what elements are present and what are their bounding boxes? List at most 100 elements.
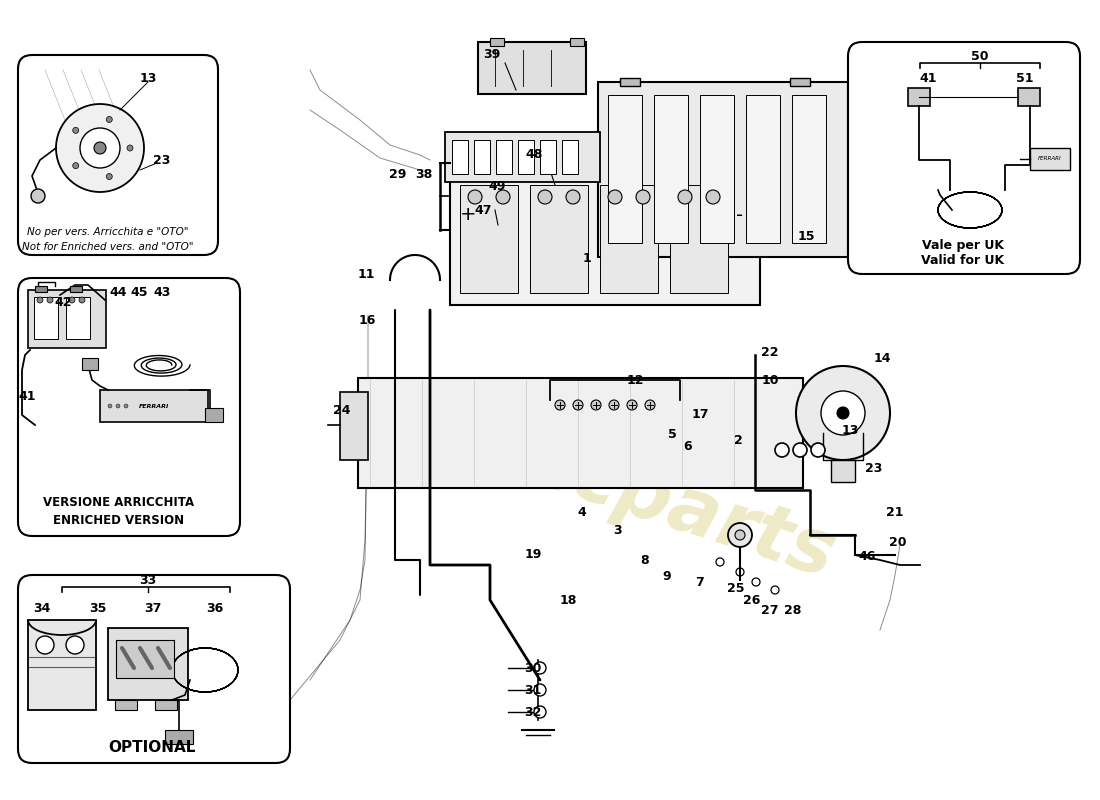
Text: Not for Enriched vers. and "OTO": Not for Enriched vers. and "OTO"	[22, 242, 194, 252]
Circle shape	[66, 636, 84, 654]
Text: 41: 41	[920, 71, 937, 85]
Text: classicparts: classicparts	[336, 366, 845, 594]
Circle shape	[728, 523, 752, 547]
Circle shape	[56, 104, 144, 192]
Circle shape	[47, 297, 53, 303]
Text: Vale per UK: Vale per UK	[922, 238, 1004, 251]
Bar	[608, 95, 642, 243]
Text: 13: 13	[842, 423, 859, 437]
Text: 36: 36	[207, 602, 223, 614]
Bar	[358, 378, 803, 488]
Bar	[670, 185, 728, 293]
Bar	[654, 95, 688, 243]
Bar	[34, 297, 58, 339]
Circle shape	[645, 400, 654, 410]
Circle shape	[94, 142, 106, 154]
Text: 34: 34	[33, 602, 51, 614]
Text: 43: 43	[153, 286, 170, 299]
Text: Valid for UK: Valid for UK	[922, 254, 1004, 266]
Circle shape	[69, 297, 75, 303]
Bar	[82, 358, 98, 370]
Circle shape	[796, 366, 890, 460]
Text: 7: 7	[695, 577, 704, 590]
Bar	[620, 78, 640, 86]
Bar	[165, 730, 192, 744]
Circle shape	[534, 684, 546, 696]
Circle shape	[736, 568, 744, 576]
Circle shape	[591, 400, 601, 410]
Text: 27: 27	[761, 603, 779, 617]
Bar	[562, 140, 578, 174]
Text: 35: 35	[89, 602, 107, 614]
Text: 29: 29	[389, 169, 407, 182]
Text: 12: 12	[626, 374, 644, 386]
Circle shape	[126, 145, 133, 151]
FancyBboxPatch shape	[18, 575, 290, 763]
Circle shape	[534, 706, 546, 718]
Text: 18: 18	[559, 594, 576, 606]
Text: 30: 30	[525, 662, 541, 674]
Bar	[792, 95, 826, 243]
Bar	[478, 42, 586, 94]
Text: 48: 48	[526, 149, 542, 162]
Text: 47: 47	[474, 203, 492, 217]
Text: 21: 21	[887, 506, 904, 518]
Bar	[600, 185, 658, 293]
Text: 5: 5	[668, 429, 676, 442]
Text: 41: 41	[19, 390, 35, 403]
Bar	[70, 286, 82, 292]
Text: 49: 49	[488, 181, 506, 194]
Text: 25: 25	[727, 582, 745, 594]
Circle shape	[79, 297, 85, 303]
Circle shape	[771, 586, 779, 594]
Circle shape	[776, 443, 789, 457]
Text: OPTIONAL: OPTIONAL	[108, 741, 196, 755]
Bar	[598, 82, 848, 257]
Circle shape	[107, 117, 112, 122]
Text: 31: 31	[525, 683, 541, 697]
Circle shape	[636, 190, 650, 204]
Circle shape	[496, 190, 510, 204]
Text: 16: 16	[359, 314, 376, 326]
Bar	[452, 140, 468, 174]
FancyBboxPatch shape	[848, 42, 1080, 274]
Circle shape	[107, 174, 112, 179]
Circle shape	[821, 391, 865, 435]
Bar	[790, 78, 810, 86]
Text: 13: 13	[140, 71, 156, 85]
Bar	[35, 286, 47, 292]
Bar	[28, 290, 106, 348]
Text: 20: 20	[889, 537, 906, 550]
Text: 8: 8	[640, 554, 649, 566]
Text: 42: 42	[54, 295, 72, 309]
Circle shape	[609, 400, 619, 410]
Text: 33: 33	[140, 574, 156, 586]
Bar	[540, 140, 556, 174]
Bar	[205, 408, 223, 422]
Circle shape	[752, 578, 760, 586]
Text: VERSIONE ARRICCHITA: VERSIONE ARRICCHITA	[43, 497, 195, 510]
Text: -: -	[736, 206, 744, 225]
Text: 46: 46	[858, 550, 876, 563]
Text: 32: 32	[525, 706, 541, 718]
Text: 10: 10	[761, 374, 779, 386]
Bar	[446, 132, 600, 182]
Text: 17: 17	[691, 409, 708, 422]
Circle shape	[36, 636, 54, 654]
Bar	[108, 628, 188, 700]
Bar	[155, 700, 177, 710]
Text: 28: 28	[784, 603, 802, 617]
Circle shape	[793, 443, 807, 457]
Circle shape	[811, 443, 825, 457]
FancyBboxPatch shape	[18, 278, 240, 536]
Circle shape	[566, 190, 580, 204]
Circle shape	[837, 407, 849, 419]
Bar	[340, 392, 368, 460]
Text: 11: 11	[358, 269, 375, 282]
Circle shape	[37, 297, 43, 303]
Bar	[450, 175, 760, 305]
Bar	[1030, 148, 1070, 170]
Circle shape	[627, 400, 637, 410]
Circle shape	[678, 190, 692, 204]
Text: 23: 23	[153, 154, 170, 166]
